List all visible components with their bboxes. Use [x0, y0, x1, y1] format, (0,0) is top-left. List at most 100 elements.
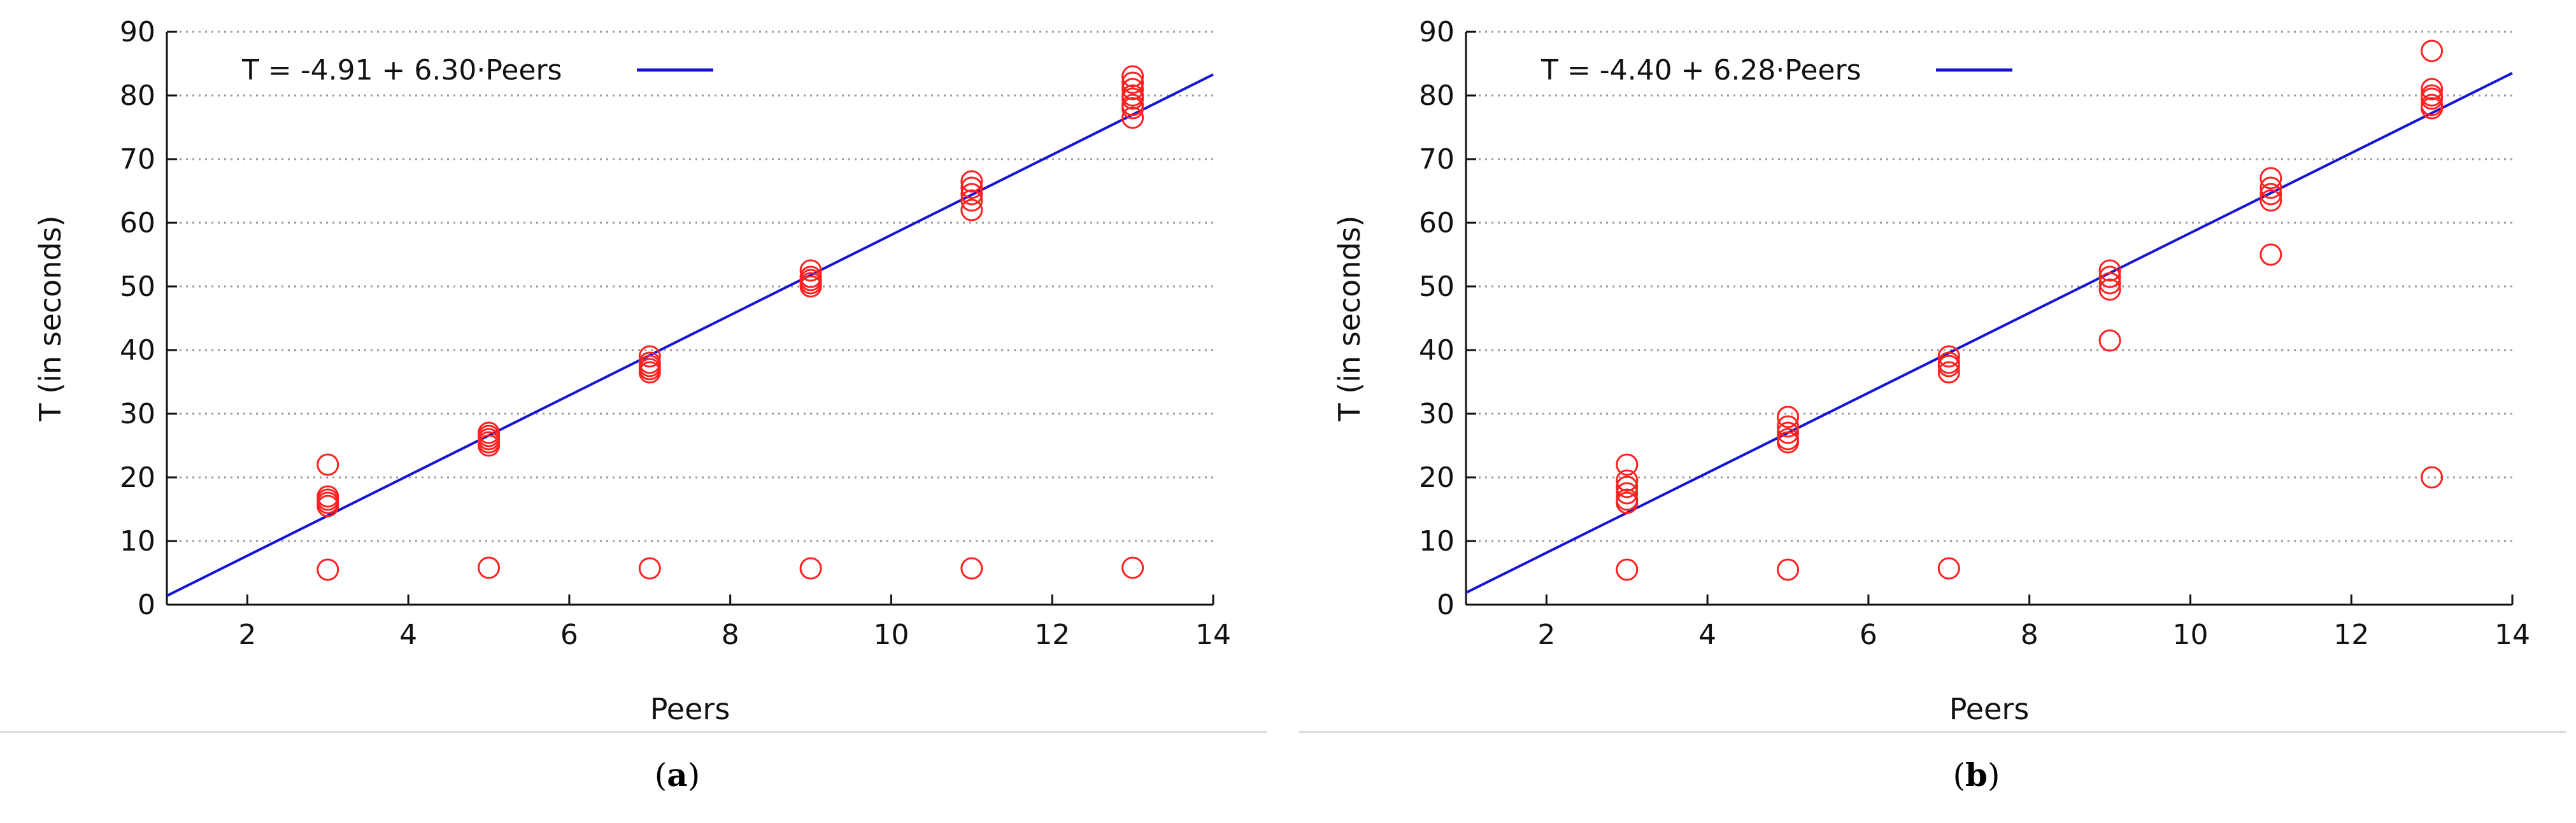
y-tick-label: 30 [120, 398, 155, 430]
data-point [2259, 176, 2282, 199]
caption-open-paren: ( [655, 757, 667, 794]
caption-close-paren: ) [688, 757, 701, 794]
data-point [1121, 97, 1144, 120]
y-tick-label: 20 [1419, 461, 1455, 494]
data-point [317, 558, 339, 581]
data-point [1616, 491, 1639, 514]
data-point [1616, 469, 1639, 492]
data-point [478, 556, 501, 579]
panel-caption: (a) [655, 756, 700, 794]
data-point [1937, 557, 1960, 580]
data-point [1937, 355, 1960, 377]
x-tick-label: 2 [1537, 619, 1555, 651]
panel-caption: (b) [1953, 756, 2000, 794]
data-point [960, 557, 983, 580]
data-point [1121, 87, 1144, 110]
y-tick-label: 60 [1419, 207, 1455, 239]
data-point [2098, 272, 2121, 295]
y-tick-label: 50 [120, 271, 155, 303]
y-axis-title: T (in seconds) [33, 215, 68, 421]
x-tick-label: 6 [1860, 619, 1877, 651]
x-tick-label: 6 [560, 619, 578, 651]
x-tick-label: 10 [2172, 619, 2208, 651]
data-point [1777, 405, 1800, 428]
x-tick-label: 12 [2333, 619, 2369, 651]
x-tick-label: 8 [2021, 619, 2039, 651]
y-tick-label: 0 [138, 589, 155, 621]
y-tick-label: 50 [1419, 271, 1455, 303]
y-tick-label: 90 [120, 16, 155, 48]
caption-close-paren: ) [1988, 757, 2000, 794]
data-point [478, 434, 501, 457]
y-tick-label: 30 [1419, 398, 1455, 430]
x-tick-label: 4 [399, 619, 417, 651]
data-point [2098, 265, 2121, 288]
data-point [1616, 453, 1639, 476]
data-point [2259, 189, 2282, 212]
data-point [1777, 421, 1800, 444]
data-point [960, 189, 983, 212]
data-point [2421, 87, 2444, 110]
data-point [2421, 78, 2444, 101]
data-point [1937, 361, 1960, 384]
data-point [1777, 431, 1800, 454]
x-axis-title: Peers [650, 692, 730, 726]
data-point [317, 495, 339, 517]
y-tick-label: 0 [1437, 589, 1455, 621]
scatter-chart-b: 0 10 20 30 40 50 60 70 80 90 2 4 6 8 10 12 14 Peers T (in … [1299, 16, 2566, 794]
data-point [2421, 466, 2444, 489]
y-tick-label: 70 [120, 143, 155, 176]
x-tick-label: 8 [722, 619, 739, 651]
data-point [1777, 558, 1800, 581]
caption-letter: b [1965, 756, 1988, 794]
data-point [638, 345, 661, 368]
data-point [799, 259, 822, 282]
x-tick-label: 14 [1195, 619, 1231, 651]
data-point [2259, 167, 2282, 190]
data-point [1777, 415, 1800, 438]
data-point [1937, 345, 1960, 368]
chart-panel-b: 0 10 20 30 40 50 60 70 80 90 2 4 6 8 10 12 14 Peers T (in … [1299, 0, 2573, 823]
y-tick-label: 20 [120, 461, 155, 494]
y-axis-title: T (in seconds) [1332, 215, 1367, 421]
y-tick-label: 90 [1419, 16, 1455, 48]
data-point [1121, 71, 1144, 94]
x-tick-label: 2 [238, 619, 256, 651]
data-point [1121, 556, 1144, 579]
data-point [799, 557, 822, 580]
data-point [1121, 78, 1144, 101]
x-tick-label: 10 [873, 619, 909, 651]
data-point [2259, 183, 2282, 206]
data-point [1616, 475, 1639, 498]
regression-line [166, 73, 1214, 597]
data-point [960, 176, 983, 199]
y-tick-label: 10 [120, 525, 155, 558]
data-point [1616, 482, 1639, 505]
y-tick-label: 80 [120, 80, 155, 112]
chart-panel-a: 0 10 20 30 40 50 60 70 80 90 2 4 6 8 10 12 14 Peers T (in … [0, 0, 1274, 823]
y-tick-label: 10 [1419, 525, 1455, 558]
data-point [317, 453, 339, 476]
data-point [1121, 65, 1144, 88]
data-point [2098, 278, 2121, 301]
data-point [638, 361, 661, 384]
y-tick-label: 70 [1419, 143, 1455, 176]
data-point [2098, 259, 2121, 282]
data-point [2421, 97, 2444, 120]
x-tick-label: 4 [1698, 619, 1716, 651]
regression-line [1465, 72, 2513, 594]
data-point [2259, 243, 2282, 266]
data-point [638, 557, 661, 580]
data-point [2421, 39, 2444, 62]
data-point [960, 199, 983, 222]
data-point [799, 275, 822, 298]
x-tick-label: 14 [2494, 619, 2530, 651]
x-tick-label: 12 [1034, 619, 1070, 651]
data-point [2098, 329, 2121, 352]
y-tick-label: 40 [120, 334, 155, 367]
caption-open-paren: ( [1953, 757, 1966, 794]
x-axis-title: Peers [1949, 692, 2030, 726]
scatter-chart-a: 0 10 20 30 40 50 60 70 80 90 2 4 6 8 10 12 14 Peers T (in … [0, 16, 1267, 794]
data-point [960, 183, 983, 206]
y-tick-label: 60 [120, 207, 155, 239]
